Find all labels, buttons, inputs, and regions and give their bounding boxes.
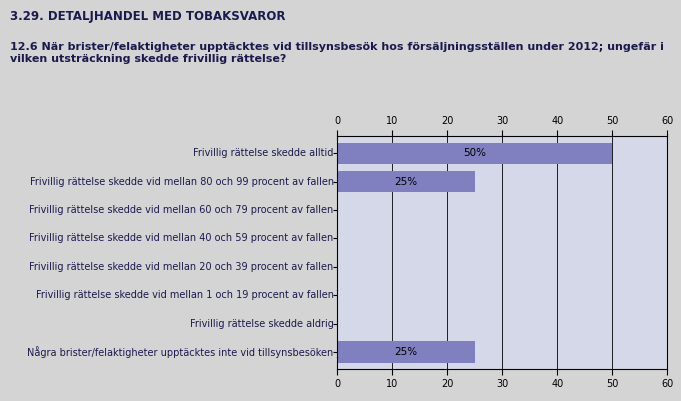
Text: Frivillig rättelse skedde vid mellan 40 och 59 procent av fallen: Frivillig rättelse skedde vid mellan 40 … (29, 233, 334, 243)
Bar (337, 171, 475, 192)
Text: Frivillig rättelse skedde vid mellan 20 och 39 procent av fallen: Frivillig rättelse skedde vid mellan 20 … (29, 262, 334, 272)
Text: Frivillig rättelse skedde vid mellan 80 och 99 procent av fallen: Frivillig rättelse skedde vid mellan 80 … (29, 177, 334, 187)
Text: 25%: 25% (394, 177, 417, 187)
Bar (337, 341, 475, 363)
Text: 12.6 När brister/felaktigheter upptäcktes vid tillsynsbesök hos försäljningsstäl: 12.6 När brister/felaktigheter upptäckte… (10, 42, 664, 64)
Text: Frivillig rättelse skedde alltid: Frivillig rättelse skedde alltid (193, 148, 334, 158)
Text: Frivillig rättelse skedde vid mellan 60 och 79 procent av fallen: Frivillig rättelse skedde vid mellan 60 … (29, 205, 334, 215)
Text: 25%: 25% (394, 347, 417, 357)
Bar (337, 143, 612, 164)
Text: Frivillig rättelse skedde vid mellan 1 och 19 procent av fallen: Frivillig rättelse skedde vid mellan 1 o… (35, 290, 334, 300)
Text: Frivillig rättelse skedde aldrig: Frivillig rättelse skedde aldrig (190, 318, 334, 328)
Text: Några brister/felaktigheter upptäcktes inte vid tillsynsbesöken: Några brister/felaktigheter upptäcktes i… (27, 346, 334, 358)
Text: 3.29. DETALJHANDEL MED TOBAKSVAROR: 3.29. DETALJHANDEL MED TOBAKSVAROR (10, 10, 286, 23)
Text: 50%: 50% (463, 148, 486, 158)
